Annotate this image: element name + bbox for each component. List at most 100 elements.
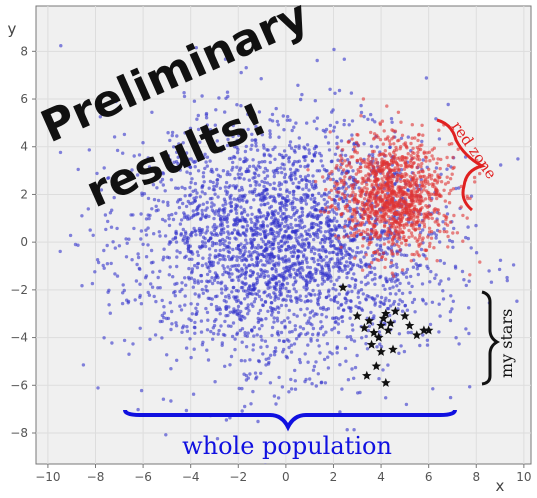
- scatter-point: [288, 330, 292, 334]
- scatter-point: [270, 259, 275, 263]
- scatter-point: [439, 279, 443, 283]
- scatter-point: [327, 294, 331, 298]
- scatter-point: [220, 227, 224, 231]
- scatter-point: [328, 218, 332, 222]
- scatter-point: [264, 248, 268, 253]
- scatter-point: [224, 96, 228, 101]
- scatter-point: [175, 264, 179, 269]
- scatter-point: [329, 298, 333, 302]
- scatter-point: [364, 334, 368, 339]
- scatter-point: [245, 241, 249, 245]
- scatter-point: [432, 246, 436, 250]
- scatter-point: [376, 135, 380, 139]
- scatter-point: [335, 351, 339, 355]
- scatter-point: [408, 174, 412, 179]
- scatter-point: [424, 155, 428, 160]
- scatter-point: [228, 267, 232, 272]
- scatter-point: [366, 273, 370, 277]
- scatter-point: [343, 225, 347, 229]
- scatter-point: [260, 160, 264, 164]
- scatter-point: [286, 316, 290, 320]
- star-point: [385, 318, 396, 328]
- scatter-point: [257, 110, 262, 114]
- scatter-point: [324, 255, 329, 259]
- scatter-point: [215, 139, 219, 143]
- scatter-point: [350, 367, 354, 371]
- scatter-point: [285, 276, 289, 280]
- scatter-point: [155, 186, 159, 190]
- scatter-point: [204, 284, 208, 289]
- scatter-point: [352, 339, 357, 343]
- scatter-point: [259, 371, 263, 375]
- scatter-point: [213, 192, 217, 196]
- scatter-point: [385, 202, 389, 206]
- scatter-point: [272, 285, 276, 289]
- scatter-point: [422, 222, 426, 226]
- scatter-point: [256, 419, 260, 424]
- scatter-point: [373, 272, 377, 277]
- scatter-point: [228, 172, 232, 177]
- scatter-point: [317, 292, 321, 297]
- scatter-point: [260, 133, 264, 137]
- scatter-point: [432, 231, 436, 235]
- scatter-point: [344, 249, 348, 253]
- scatter-point: [344, 253, 348, 257]
- scatter-point: [300, 213, 305, 217]
- scatter-point: [404, 275, 409, 279]
- scatter-point: [467, 279, 471, 283]
- data-points: [58, 44, 520, 464]
- scatter-point: [378, 304, 382, 309]
- scatter-point: [427, 173, 432, 177]
- scatter-point: [258, 227, 262, 231]
- scatter-point: [448, 318, 453, 323]
- scatter-point: [322, 191, 327, 196]
- scatter-point: [272, 394, 277, 398]
- scatter-point: [328, 171, 332, 176]
- x-tick-label: −2: [229, 470, 247, 484]
- scatter-point: [189, 180, 193, 185]
- scatter-point: [244, 144, 248, 149]
- scatter-point: [318, 220, 322, 225]
- scatter-point: [360, 181, 364, 185]
- scatter-point: [348, 316, 352, 320]
- scatter-point: [250, 212, 254, 216]
- scatter-point: [419, 247, 424, 252]
- scatter-point: [441, 220, 445, 224]
- scatter-point: [328, 177, 333, 182]
- scatter-point: [319, 226, 323, 230]
- scatter-point: [382, 167, 386, 171]
- scatter-point: [252, 198, 256, 202]
- scatter-point: [387, 183, 391, 188]
- scatter-point: [214, 248, 218, 253]
- scatter-point: [348, 253, 352, 257]
- scatter-point: [438, 166, 442, 171]
- scatter-point: [237, 386, 241, 391]
- scatter-point: [190, 257, 194, 261]
- scatter-point: [397, 351, 401, 355]
- scatter-point: [283, 202, 287, 207]
- scatter-point: [151, 183, 156, 187]
- scatter-point: [256, 260, 260, 265]
- scatter-point: [263, 300, 268, 304]
- scatter-point: [327, 260, 331, 264]
- scatter-point: [369, 144, 374, 148]
- scatter-point: [223, 284, 227, 288]
- scatter-point: [223, 319, 227, 324]
- scatter-point: [229, 156, 234, 160]
- scatter-point: [349, 183, 353, 188]
- scatter-point: [271, 147, 275, 152]
- scatter-point: [342, 308, 346, 312]
- scatter-point: [366, 328, 371, 333]
- scatter-point: [205, 155, 210, 159]
- scatter-point: [227, 241, 231, 245]
- scatter-point: [255, 180, 259, 184]
- x-axis-label: x: [496, 477, 505, 495]
- scatter-point: [322, 333, 326, 337]
- scatter-point: [238, 233, 243, 237]
- scatter-point: [205, 229, 209, 233]
- scatter-point: [354, 140, 359, 145]
- scatter-point: [110, 341, 114, 345]
- scatter-point: [388, 142, 392, 146]
- scatter-point: [331, 316, 335, 320]
- scatter-point: [505, 275, 509, 280]
